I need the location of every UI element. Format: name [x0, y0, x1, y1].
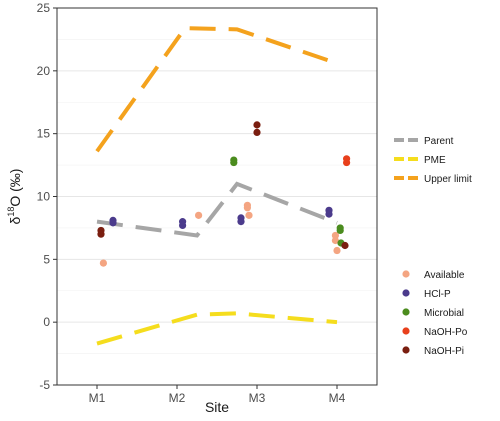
- y-axis-title: δ18O (‰): [6, 169, 23, 225]
- y-tick-label: 15: [37, 127, 51, 141]
- x-tick-label: M1: [89, 391, 106, 405]
- point-available: [331, 231, 339, 240]
- legend-key-naoh-po: [402, 327, 410, 335]
- point-hcl-p: [179, 221, 187, 230]
- x-tick-label: M3: [249, 391, 266, 405]
- line-series-parent: [96, 181, 338, 238]
- point-hcl-p: [237, 218, 245, 226]
- legend-key-hcl-p: [402, 289, 410, 297]
- legend-label-microbial: Microbial: [424, 308, 464, 319]
- legend-label-hcl-p: HCl-P: [424, 289, 451, 300]
- point-hcl-p: [109, 219, 117, 227]
- x-tick-label: M2: [169, 391, 186, 405]
- legend-label-pme: PME: [424, 155, 446, 166]
- legend-label-naoh-pi: NaOH-Pi: [424, 346, 464, 357]
- legend-label-upper-limit: Upper limit: [424, 174, 472, 185]
- legend-label-available: Available: [424, 270, 465, 281]
- y-tick-label: -5: [39, 378, 50, 392]
- point-naoh-pi: [253, 128, 261, 137]
- legend-lines: Parent PME Upper limit: [394, 136, 472, 185]
- line-series-group: [95, 26, 338, 346]
- y-axis-title-rest: O (‰): [7, 169, 23, 207]
- y-axis-ticks: -5 0 5 10 15 20 25: [37, 1, 57, 392]
- point-naoh-po: [343, 158, 351, 167]
- point-naoh-pi: [341, 241, 349, 250]
- legend-key-available: [402, 270, 410, 278]
- x-axis-title: Site: [205, 399, 229, 415]
- point-naoh-pi: [97, 230, 105, 238]
- point-microbial: [336, 226, 344, 235]
- y-tick-label: 20: [37, 64, 51, 78]
- line-series-upper-limit: [95, 26, 338, 153]
- legend-label-naoh-po: NaOH-Po: [424, 327, 468, 338]
- point-microbial: [230, 158, 238, 167]
- legend-key-naoh-pi: [402, 346, 410, 354]
- point-available: [245, 211, 253, 219]
- point-series-group: [97, 121, 351, 267]
- point-available: [195, 211, 203, 219]
- legend-key-microbial: [402, 308, 410, 316]
- y-tick-label: 5: [43, 252, 50, 266]
- point-available: [243, 204, 251, 212]
- x-axis-ticks: M1 M2 M3 M4: [89, 385, 346, 405]
- y-tick-label: 10: [37, 190, 51, 204]
- y-tick-label: 0: [43, 315, 50, 329]
- legend-label-parent: Parent: [424, 136, 454, 147]
- y-axis-title-delta: δ: [7, 216, 23, 224]
- point-hcl-p: [325, 210, 333, 218]
- legend-points: Available HCl-P Microbial NaOH-Po NaOH-Pi: [402, 270, 468, 357]
- point-available: [333, 246, 341, 255]
- y-axis-title-superscript: 18: [6, 207, 16, 217]
- y-tick-label: 25: [37, 1, 51, 15]
- point-available: [99, 259, 107, 267]
- point-available: [331, 236, 339, 245]
- point-naoh-pi: [253, 121, 261, 129]
- x-tick-label: M4: [329, 391, 346, 405]
- line-series-pme: [96, 311, 338, 346]
